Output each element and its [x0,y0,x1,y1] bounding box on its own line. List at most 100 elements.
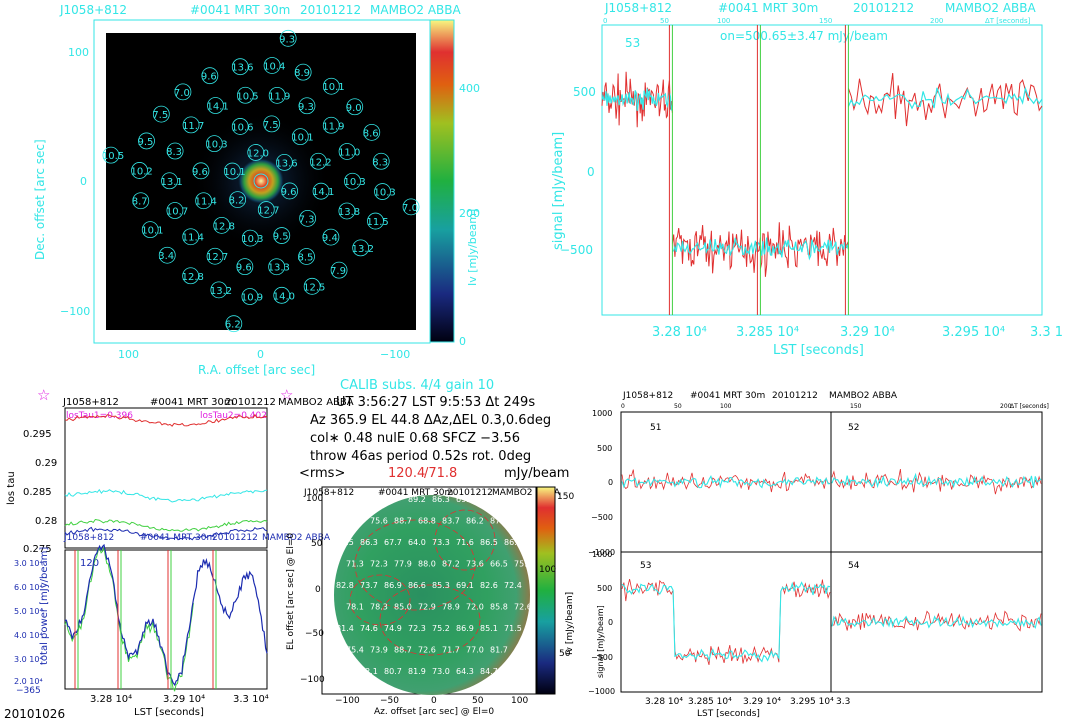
rms-value-label: 72.3 [370,560,388,569]
map-header-mode: MAMBO2 ABBA [370,3,462,17]
tp-y-tick: 2.0 10⁴ [14,677,43,686]
rms-y-tick: 100 [306,494,323,504]
signal-x-tick: 3.295 10⁴ [942,325,1005,340]
rms-cbar-tick: 50 [559,649,571,659]
rms-value-label: 72.4 [504,581,522,590]
rms-value-label: 86.2 [466,517,484,526]
map-channel-circle [247,144,265,161]
map-channel-circle [102,146,120,164]
signal-header-mode: MAMBO2 ABBA [945,1,1037,15]
sub-channel: 54 [848,561,860,571]
map-channel-circle [205,135,223,153]
map-channel-label: 8.7 [132,197,148,208]
rms-value-label: 77.9 [394,560,412,569]
rms-value-label: 85.1 [480,624,498,633]
map-channel-circle [231,118,249,135]
sub-x-tick: 3.3 [836,697,850,707]
tau-y-tick: 0.28 [35,516,57,527]
map-channel-label: 10.1 [291,133,313,144]
signal-red-trace [847,72,1043,127]
sub-y-tick: −500 [591,513,613,522]
map-channel-circle [322,228,340,246]
signal-x-tick: 3.28 10⁴ [652,325,707,340]
sub-top-tick: 50 [674,403,682,410]
tp-x-tick: 3.3 10⁴ [233,694,269,705]
map-channel-circle [279,29,297,47]
map-channel-label: 9.0 [346,103,362,114]
map-channel-label: 9.4 [322,233,338,244]
map-channel-label: 7.9 [330,266,346,277]
sub-header-date: 20101212 [772,391,818,401]
signal-x-tick: 3.29 10⁴ [840,325,895,340]
map-channel-label: 3.4 [158,251,174,262]
tau-y-tick: 0.29 [35,458,57,469]
rms-value-label: 73.9 [370,646,388,655]
rms-value-label: 67.7 [384,538,402,547]
map-channel-label: 12.2 [309,157,331,168]
map-channel-circle [223,162,241,180]
map-channel-label: 8.3 [166,147,182,158]
map-channel-circle [322,77,340,95]
rms-value-label: 87.2 [442,560,460,569]
sub-y-tick-lower: 500 [597,584,612,593]
rms-value-label: 82.8 [336,581,354,590]
rms-unit: mJy/beam [504,466,569,481]
rms-contour [434,509,496,571]
info-title: CALIB subs. 4/4 gain 10 [340,378,494,393]
map-channel-circle [207,97,224,114]
sub-y-tick: 500 [597,444,612,453]
map-channel-circle [138,132,155,150]
signal-traces [601,25,1043,315]
map-channel-label: 12.5 [303,282,325,293]
rms-contour [379,584,481,656]
map-channel-circle [231,58,249,76]
signal-top-tick: 50 [660,17,669,25]
map-channel-circle [330,261,348,279]
rms-value-label: 85.8 [490,603,508,612]
rms-contour [354,519,476,611]
map-channel-circle [166,202,184,219]
signal-top-axis-label: ΔT [seconds] [985,17,1031,25]
map-channel-circle [225,315,243,333]
rms-y-tick: −100 [300,675,325,685]
tp-y-tick: 5.0 10⁴ [14,607,43,616]
sub-top-tick: 200 [1000,403,1012,410]
map-y-tick: 100 [68,46,89,59]
rms-value-label: 75.9 [514,560,532,569]
map-channel-circle [263,115,281,133]
map-channel-circle [273,227,291,244]
sub-traces [621,469,1042,666]
map-channel-circle [192,162,210,180]
sub-y-tick-lower: 1000 [592,550,612,559]
map-channel-circle [372,152,390,170]
rms-value-label: 72.1 [360,667,378,676]
map-channel-circle [309,152,327,170]
map-channel-label: 10.7 [166,207,188,218]
sub-header-source: J1058+812 [622,391,673,401]
map-channel-circle [206,247,224,265]
map-channel-circle [322,116,340,134]
tp-y-tick: 3.0 10⁴ [14,655,43,664]
signal-y-tick: 500 [573,85,596,99]
map-channel-label: 10.1 [223,167,245,178]
info-line2: Az 365.9 EL 44.8 ΔAz,ΔEL 0.3,0.6deg [310,413,551,428]
map-channel-label: 11.0 [338,147,360,158]
rms-value-label: 73.7 [360,581,378,590]
signal-red-trace [759,222,849,277]
sub-top-tick: 0 [621,403,625,410]
map-channel-label: 10.1 [141,226,163,237]
map-channel-circle [273,286,291,304]
map-cbar-tick: 400 [459,82,480,95]
rms-value-label: 75.2 [432,624,450,633]
tp-y-tick: 3.0 10⁴ [14,559,43,568]
subscan-panel: J1058+812 #0041 MRT 30m 20101212 MAMBO2 … [588,391,1049,719]
rms-value-label: 75.6 [370,517,388,526]
map-channel-label: 11.7 [182,121,204,132]
tp-x-tick: 3.29 10⁴ [163,694,205,705]
rms-value-label: 88.0 [418,560,436,569]
rms-value-label: 64.0 [408,538,426,547]
map-channel-label: 10.5 [102,151,124,162]
rms-value-label: 71.3 [346,560,364,569]
